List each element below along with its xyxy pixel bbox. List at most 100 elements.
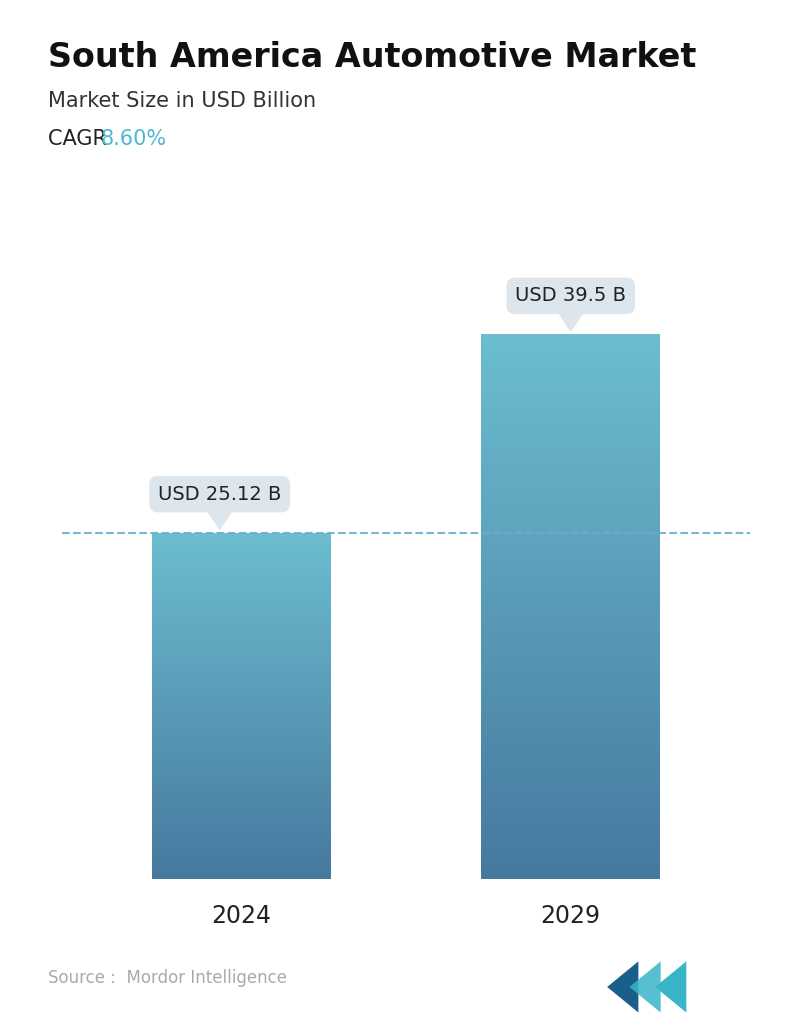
Bar: [151, 653, 331, 655]
Polygon shape: [607, 962, 638, 1012]
Bar: [151, 617, 331, 618]
Bar: [481, 451, 660, 452]
Bar: [151, 707, 331, 708]
Bar: [481, 674, 660, 675]
Bar: [151, 770, 331, 771]
Bar: [481, 720, 660, 721]
Bar: [151, 741, 331, 742]
Bar: [151, 719, 331, 720]
Bar: [151, 643, 331, 644]
Bar: [481, 585, 660, 586]
Bar: [151, 580, 331, 581]
Bar: [151, 674, 331, 676]
Bar: [481, 788, 660, 790]
Bar: [481, 355, 660, 356]
Bar: [151, 587, 331, 588]
Bar: [481, 708, 660, 710]
Bar: [151, 730, 331, 731]
Bar: [481, 351, 660, 353]
Bar: [481, 875, 660, 877]
Bar: [151, 588, 331, 589]
Bar: [481, 797, 660, 799]
Bar: [481, 596, 660, 598]
Bar: [151, 635, 331, 637]
Bar: [481, 790, 660, 792]
Bar: [151, 727, 331, 728]
Bar: [151, 699, 331, 700]
Bar: [481, 713, 660, 716]
Bar: [481, 601, 660, 603]
Bar: [481, 739, 660, 741]
Bar: [151, 846, 331, 847]
Bar: [151, 736, 331, 737]
Bar: [481, 592, 660, 594]
Bar: [481, 405, 660, 407]
Bar: [481, 565, 660, 567]
Bar: [481, 643, 660, 645]
Bar: [151, 647, 331, 648]
Bar: [151, 840, 331, 841]
Bar: [151, 812, 331, 813]
Bar: [481, 770, 660, 771]
Bar: [151, 615, 331, 617]
Bar: [481, 358, 660, 360]
Bar: [481, 816, 660, 817]
Bar: [481, 694, 660, 696]
Text: CAGR: CAGR: [48, 129, 113, 149]
Bar: [481, 653, 660, 656]
Bar: [151, 732, 331, 733]
Bar: [151, 720, 331, 721]
Bar: [481, 677, 660, 679]
Bar: [151, 619, 331, 620]
Bar: [151, 614, 331, 615]
Bar: [481, 852, 660, 853]
Bar: [151, 570, 331, 571]
Bar: [481, 761, 660, 763]
Bar: [481, 489, 660, 490]
Bar: [481, 846, 660, 848]
Bar: [151, 823, 331, 825]
Bar: [151, 573, 331, 574]
Bar: [481, 407, 660, 408]
Bar: [481, 387, 660, 389]
Bar: [151, 662, 331, 663]
Bar: [151, 544, 331, 545]
Bar: [481, 519, 660, 521]
Bar: [481, 652, 660, 653]
Bar: [481, 528, 660, 530]
Bar: [481, 348, 660, 351]
Bar: [481, 636, 660, 638]
Bar: [481, 420, 660, 422]
Bar: [151, 830, 331, 831]
Bar: [151, 564, 331, 565]
Bar: [151, 733, 331, 734]
Bar: [151, 540, 331, 541]
Bar: [481, 750, 660, 752]
Bar: [481, 754, 660, 756]
Bar: [151, 853, 331, 855]
Bar: [481, 661, 660, 663]
Bar: [151, 712, 331, 713]
Bar: [151, 858, 331, 859]
Bar: [151, 701, 331, 702]
Bar: [151, 869, 331, 870]
Bar: [481, 487, 660, 489]
Bar: [151, 677, 331, 678]
Bar: [151, 748, 331, 749]
Bar: [151, 700, 331, 701]
Bar: [481, 699, 660, 701]
Bar: [151, 565, 331, 566]
Bar: [151, 589, 331, 590]
Bar: [151, 832, 331, 833]
Bar: [481, 340, 660, 341]
Bar: [481, 478, 660, 480]
Bar: [151, 877, 331, 878]
Bar: [151, 845, 331, 846]
Bar: [481, 394, 660, 396]
Bar: [151, 585, 331, 587]
Bar: [151, 820, 331, 821]
Bar: [481, 864, 660, 866]
Bar: [151, 574, 331, 575]
Bar: [151, 541, 331, 542]
Bar: [151, 839, 331, 840]
